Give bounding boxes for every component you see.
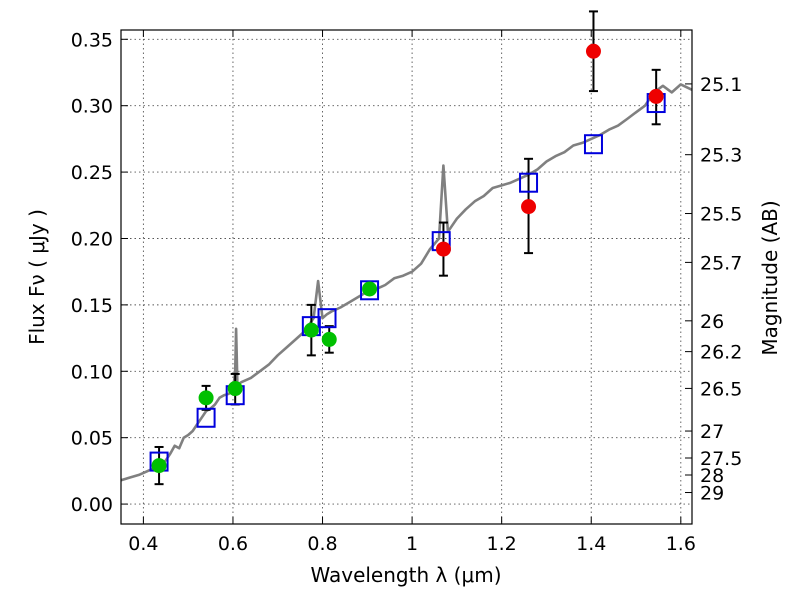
model-photometry-box: [360, 280, 380, 301]
observed-point-green: [362, 281, 378, 297]
x-tick-label: 1: [406, 533, 418, 555]
right-tick-label: 26: [700, 311, 724, 333]
x-axis-label: Wavelength λ (μm): [310, 563, 501, 587]
x-tick-label: 1.4: [576, 533, 606, 555]
observed-point-green: [198, 390, 214, 406]
y-tick-label: 0.35: [71, 29, 113, 51]
observed-point-green: [303, 322, 319, 338]
right-tick-label: 25.5: [700, 204, 742, 226]
observed-points: [151, 43, 664, 474]
series: [120, 10, 693, 486]
y-axis-label: Flux Fν ( μJy ): [25, 209, 49, 345]
y-tick-label: 0.00: [71, 494, 113, 516]
model-spectrum-line: [120, 83, 693, 482]
y-right-axis-label: Magnitude (AB): [758, 200, 782, 355]
right-tick-label: 27: [700, 421, 724, 443]
grid: [121, 30, 692, 524]
y-tick-label: 0.30: [71, 96, 113, 118]
y-tick-label: 0.05: [71, 428, 113, 450]
x-tick-label: 0.4: [128, 533, 158, 555]
right-tick-label: 26.2: [700, 342, 742, 364]
observed-point-red: [521, 199, 537, 215]
observed-point-green: [321, 331, 337, 347]
model-photometry-box: [196, 407, 216, 428]
right-tick-label: 27.5: [700, 448, 742, 470]
y-tick-label: 0.10: [71, 361, 113, 383]
observed-point-red: [648, 88, 664, 104]
right-tick-label: 26.5: [700, 378, 742, 400]
right-tick-label: 28: [700, 465, 724, 487]
observed-point-red: [435, 241, 451, 257]
observed-point-green: [151, 458, 167, 474]
x-tick-label: 0.6: [218, 533, 248, 555]
model-photometry-box: [583, 134, 603, 155]
plot-frame: [120, 29, 693, 525]
y-tick-label: 0.25: [71, 162, 113, 184]
observed-point-green: [227, 381, 243, 397]
axis-ticks: 0.4 0.6 0.8 1 1.2 1.4 1.6 0.00 0.05 0.10 0.15 0.20 0…: [71, 29, 743, 555]
model-photometry-box: [519, 172, 539, 193]
plot-background: [121, 30, 692, 524]
x-tick-label: 1.6: [666, 533, 696, 555]
y-tick-label: 0.15: [71, 295, 113, 317]
x-tick-label: 0.8: [307, 533, 337, 555]
model-photometry-box: [317, 308, 337, 329]
right-tick-label: 25.1: [700, 74, 742, 96]
observed-point-red: [585, 43, 601, 59]
x-tick-label: 1.2: [487, 533, 517, 555]
right-tick-label: 25.3: [700, 145, 742, 167]
right-tick-label: 25.7: [700, 252, 742, 274]
right-tick-label: 29: [700, 483, 724, 505]
y-tick-label: 0.20: [71, 228, 113, 250]
